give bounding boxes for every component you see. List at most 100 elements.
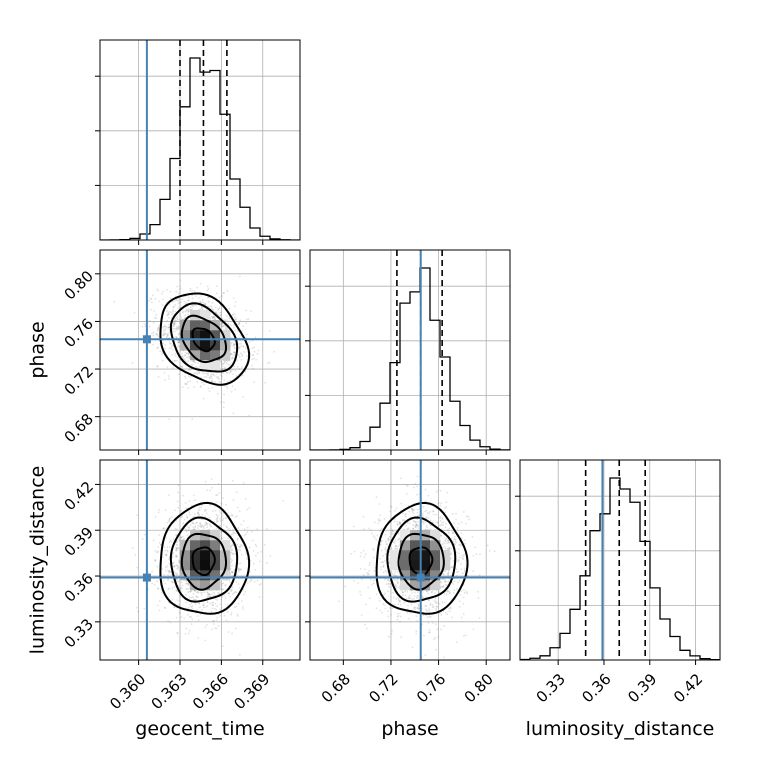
- sample-point: [389, 621, 392, 623]
- sample-point: [157, 289, 160, 292]
- sample-point: [194, 499, 197, 502]
- sample-point: [221, 367, 224, 370]
- sample-point: [166, 549, 169, 552]
- sample-point: [184, 501, 187, 504]
- sample-point: [444, 540, 447, 543]
- sample-point: [390, 547, 393, 550]
- sample-point: [212, 623, 215, 625]
- sample-point: [387, 537, 390, 540]
- sample-point: [425, 609, 428, 612]
- sample-point: [175, 549, 178, 552]
- sample-point: [174, 359, 176, 362]
- sample-point: [169, 290, 172, 293]
- sample-point: [203, 527, 205, 529]
- sample-point: [398, 537, 401, 540]
- sample-point: [196, 372, 199, 375]
- sample-point: [196, 286, 199, 289]
- sample-point: [393, 574, 395, 577]
- sample-point: [224, 319, 227, 322]
- sample-point: [223, 393, 226, 396]
- sample-point: [403, 602, 406, 604]
- sample-point: [233, 606, 236, 609]
- sample-point: [467, 516, 470, 518]
- sample-point: [188, 629, 191, 632]
- sample-point: [206, 296, 209, 299]
- sample-point: [444, 583, 447, 586]
- sample-point: [373, 521, 376, 524]
- sample-point: [163, 606, 166, 609]
- sample-point: [425, 524, 428, 527]
- sample-point: [175, 578, 178, 581]
- sample-point: [189, 590, 192, 593]
- sample-point: [441, 543, 444, 545]
- density-cell: [200, 350, 211, 361]
- histogram-phase: [310, 267, 510, 450]
- sample-point: [406, 485, 409, 488]
- sample-point: [478, 574, 481, 577]
- sample-point: [181, 587, 184, 590]
- sample-point: [468, 518, 471, 521]
- sample-point: [178, 345, 181, 348]
- sample-point: [193, 522, 195, 525]
- sample-point: [395, 575, 398, 577]
- sample-point: [372, 547, 374, 550]
- y-tick-label-phase: 0.72: [61, 362, 97, 398]
- sample-point: [233, 351, 236, 354]
- sample-point: [172, 323, 175, 326]
- sample-point: [177, 559, 180, 562]
- sample-point: [216, 377, 219, 380]
- sample-point: [238, 510, 241, 512]
- sample-point: [188, 615, 191, 618]
- sample-point: [447, 574, 450, 577]
- density-cell: [420, 560, 431, 571]
- sample-point: [411, 523, 414, 526]
- sample-point: [231, 559, 233, 562]
- panel-content: [310, 460, 510, 660]
- sample-point: [180, 365, 183, 368]
- sample-point: [391, 607, 394, 610]
- sample-point: [417, 603, 419, 605]
- sample-point: [447, 572, 450, 574]
- sample-point: [236, 365, 239, 368]
- sample-point: [215, 527, 218, 530]
- sample-point: [446, 491, 449, 494]
- sample-point: [212, 316, 214, 319]
- sample-point: [429, 528, 432, 531]
- sample-point: [237, 354, 240, 357]
- sample-point: [265, 527, 268, 530]
- sample-point: [177, 603, 180, 606]
- sample-point: [182, 538, 185, 541]
- panel-frame: [99, 249, 301, 451]
- sample-point: [168, 571, 171, 574]
- sample-point: [158, 541, 161, 544]
- sample-point: [239, 352, 242, 355]
- sample-point: [239, 545, 242, 548]
- sample-point: [195, 595, 197, 598]
- sample-point: [176, 573, 179, 576]
- sample-point: [230, 551, 233, 554]
- sample-point: [168, 303, 171, 306]
- sample-point: [220, 598, 223, 601]
- sample-point: [166, 314, 169, 317]
- x-tick-label-phase: 0.76: [413, 670, 449, 706]
- sample-point: [416, 518, 419, 521]
- sample-point: [208, 390, 211, 393]
- sample-point: [445, 584, 448, 586]
- sample-point: [183, 538, 186, 540]
- sample-point: [246, 508, 249, 511]
- sample-point: [179, 279, 182, 282]
- density-cell: [210, 530, 221, 541]
- sample-point: [174, 319, 177, 322]
- sample-point: [241, 544, 244, 547]
- sample-point: [221, 322, 224, 325]
- sample-point: [207, 300, 210, 303]
- sample-point: [233, 568, 236, 571]
- sample-point: [234, 516, 237, 518]
- sample-point: [231, 543, 234, 545]
- density-cell: [210, 560, 221, 571]
- sample-point: [361, 578, 363, 581]
- sample-point: [450, 547, 453, 550]
- sample-point: [178, 341, 181, 344]
- sample-point: [173, 323, 176, 326]
- sample-point: [370, 529, 373, 532]
